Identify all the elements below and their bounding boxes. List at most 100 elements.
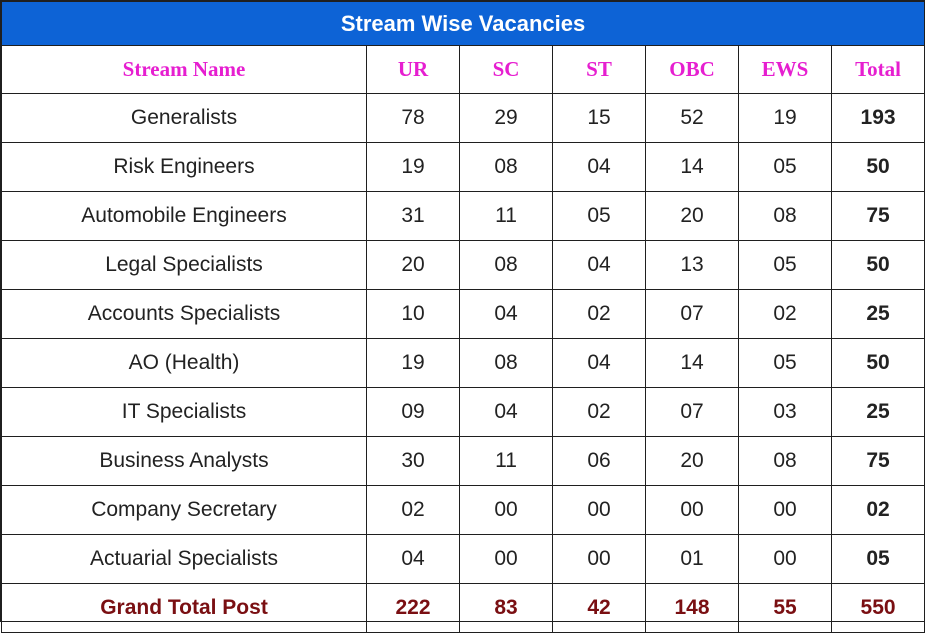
stream-name-cell: Legal Specialists <box>1 240 367 290</box>
stream-name-cell: Automobile Engineers <box>1 191 367 241</box>
ur-cell: 19 <box>366 142 460 192</box>
grand-total-total: 550 <box>830 583 926 633</box>
header-total: Total <box>830 45 926 94</box>
header-sc: SC <box>459 45 553 94</box>
stream-name-cell: Business Analysts <box>1 436 367 486</box>
obc-cell: 07 <box>645 289 739 339</box>
grand-total-obc: 148 <box>645 583 739 633</box>
ews-cell: 19 <box>738 93 832 143</box>
st-cell: 05 <box>552 191 646 241</box>
stream-name-cell: Accounts Specialists <box>1 289 367 339</box>
ews-cell: 08 <box>738 191 832 241</box>
total-cell: 25 <box>830 289 926 339</box>
sc-cell: 00 <box>459 534 553 584</box>
table-row: Actuarial Specialists 04 00 00 01 00 05 <box>1 534 926 584</box>
ews-cell: 03 <box>738 387 832 437</box>
ur-cell: 02 <box>366 485 460 535</box>
ews-cell: 08 <box>738 436 832 486</box>
obc-cell: 13 <box>645 240 739 290</box>
stream-name-cell: IT Specialists <box>1 387 367 437</box>
sc-cell: 04 <box>459 387 553 437</box>
obc-cell: 20 <box>645 191 739 241</box>
header-st: ST <box>552 45 646 94</box>
st-cell: 00 <box>552 534 646 584</box>
header-obc: OBC <box>645 45 739 94</box>
total-cell: 75 <box>830 191 926 241</box>
stream-name-cell: Company Secretary <box>1 485 367 535</box>
ur-cell: 10 <box>366 289 460 339</box>
table-row: Accounts Specialists 10 04 02 07 02 25 <box>1 289 926 339</box>
st-cell: 04 <box>552 338 646 388</box>
ur-cell: 78 <box>366 93 460 143</box>
ews-cell: 05 <box>738 240 832 290</box>
table-row: Generalists 78 29 15 52 19 193 <box>1 93 926 143</box>
ur-cell: 20 <box>366 240 460 290</box>
total-cell: 75 <box>830 436 926 486</box>
sc-cell: 08 <box>459 338 553 388</box>
sc-cell: 00 <box>459 485 553 535</box>
ur-cell: 09 <box>366 387 460 437</box>
obc-cell: 20 <box>645 436 739 486</box>
ews-cell: 02 <box>738 289 832 339</box>
sc-cell: 11 <box>459 436 553 486</box>
total-cell: 50 <box>830 338 926 388</box>
sc-cell: 08 <box>459 240 553 290</box>
table-row: Automobile Engineers 31 11 05 20 08 75 <box>1 191 926 241</box>
ur-cell: 19 <box>366 338 460 388</box>
total-cell: 02 <box>830 485 926 535</box>
st-cell: 02 <box>552 387 646 437</box>
ur-cell: 04 <box>366 534 460 584</box>
table-row: Risk Engineers 19 08 04 14 05 50 <box>1 142 926 192</box>
total-cell: 25 <box>830 387 926 437</box>
ews-cell: 00 <box>738 534 832 584</box>
total-cell: 50 <box>830 240 926 290</box>
stream-name-cell: Risk Engineers <box>1 142 367 192</box>
table-row: AO (Health) 19 08 04 14 05 50 <box>1 338 926 388</box>
table-title: Stream Wise Vacancies <box>0 1 926 46</box>
sc-cell: 29 <box>459 93 553 143</box>
grand-total-ews: 55 <box>738 583 832 633</box>
ews-cell: 00 <box>738 485 832 535</box>
grand-total-st: 42 <box>552 583 646 633</box>
st-cell: 02 <box>552 289 646 339</box>
obc-cell: 00 <box>645 485 739 535</box>
grand-total-sc: 83 <box>459 583 553 633</box>
st-cell: 04 <box>552 142 646 192</box>
ur-cell: 31 <box>366 191 460 241</box>
st-cell: 15 <box>552 93 646 143</box>
grand-total-ur: 222 <box>366 583 460 633</box>
grand-total-label: Grand Total Post <box>1 583 367 633</box>
title-row: Stream Wise Vacancies <box>0 1 926 46</box>
table-row: Legal Specialists 20 08 04 13 05 50 <box>1 240 926 290</box>
ur-cell: 30 <box>366 436 460 486</box>
header-ur: UR <box>366 45 460 94</box>
st-cell: 04 <box>552 240 646 290</box>
st-cell: 00 <box>552 485 646 535</box>
obc-cell: 14 <box>645 338 739 388</box>
stream-name-cell: Actuarial Specialists <box>1 534 367 584</box>
sc-cell: 11 <box>459 191 553 241</box>
obc-cell: 07 <box>645 387 739 437</box>
stream-name-cell: AO (Health) <box>1 338 367 388</box>
total-cell: 50 <box>830 142 926 192</box>
total-cell: 193 <box>830 93 926 143</box>
ews-cell: 05 <box>738 142 832 192</box>
table-row: IT Specialists 09 04 02 07 03 25 <box>1 387 926 437</box>
header-row: Stream Name UR SC ST OBC EWS Total <box>1 45 926 94</box>
header-ews: EWS <box>738 45 832 94</box>
sc-cell: 08 <box>459 142 553 192</box>
obc-cell: 01 <box>645 534 739 584</box>
grand-total-row: Grand Total Post 222 83 42 148 55 550 <box>1 583 926 633</box>
table-row: Company Secretary 02 00 00 00 00 02 <box>1 485 926 535</box>
stream-name-cell: Generalists <box>1 93 367 143</box>
header-stream-name: Stream Name <box>1 45 367 94</box>
table-body: Generalists 78 29 15 52 19 193 Risk Engineers 19… <box>1 93 926 584</box>
ews-cell: 05 <box>738 338 832 388</box>
st-cell: 06 <box>552 436 646 486</box>
obc-cell: 14 <box>645 142 739 192</box>
obc-cell: 52 <box>645 93 739 143</box>
table-row: Business Analysts 30 11 06 20 08 75 <box>1 436 926 486</box>
total-cell: 05 <box>830 534 926 584</box>
